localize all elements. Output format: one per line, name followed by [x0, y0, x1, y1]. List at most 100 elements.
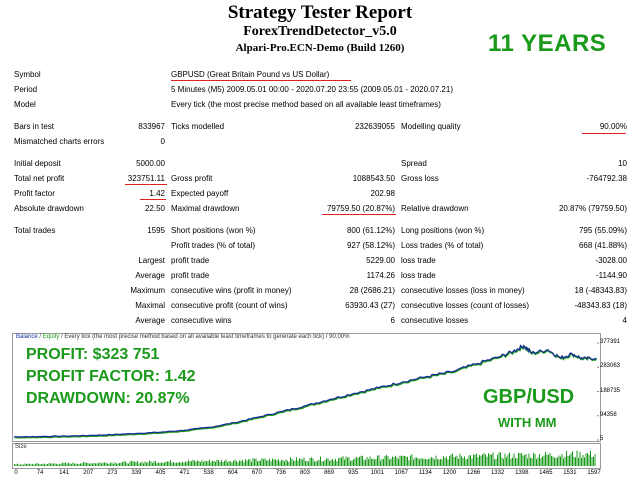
size-bar — [533, 452, 534, 466]
size-bar — [437, 459, 438, 466]
chart-header: Balance / Equity / Every tick (the most … — [16, 334, 350, 340]
size-bar — [33, 464, 35, 466]
size-bar — [218, 460, 219, 466]
size-bar — [386, 455, 387, 466]
size-bar — [86, 462, 87, 466]
size-bar — [503, 458, 504, 466]
size-bar — [210, 462, 212, 466]
size-bar — [200, 461, 201, 466]
average-profit-value: 1174.26 — [366, 271, 395, 280]
size-bar — [44, 463, 45, 466]
size-bar — [158, 462, 159, 466]
deposit-label: Initial deposit — [14, 159, 61, 168]
x-tick-label: 405 — [155, 470, 166, 476]
size-bar — [135, 462, 137, 466]
average-profit-label: profit trade — [171, 271, 210, 280]
size-bar — [318, 460, 320, 466]
size-label: Size — [15, 444, 27, 450]
size-bar — [111, 462, 113, 466]
size-bar — [161, 462, 162, 466]
size-bar — [186, 461, 188, 466]
size-bar — [384, 455, 386, 466]
size-bar — [399, 455, 401, 466]
size-bar — [15, 464, 17, 466]
size-bar — [512, 457, 513, 466]
size-bar — [83, 462, 84, 466]
size-bar — [113, 463, 114, 466]
size-bar — [17, 463, 18, 466]
size-bar — [488, 453, 489, 466]
size-bar — [515, 458, 516, 466]
size-bar — [593, 456, 594, 466]
size-bar — [117, 463, 119, 466]
quality-value: 90.00% — [599, 122, 627, 131]
size-bar — [101, 463, 102, 466]
size-bar — [462, 458, 464, 466]
size-bar — [60, 463, 62, 466]
relative-drawdown-label: Relative drawdown — [401, 204, 469, 213]
overlay-profit-value: $323 751 — [92, 346, 160, 363]
size-bar — [206, 461, 207, 466]
size-bar — [54, 463, 56, 466]
size-bar — [338, 458, 339, 466]
size-bar — [371, 458, 372, 466]
size-bar — [489, 454, 491, 466]
size-bar — [77, 463, 78, 466]
size-bar — [435, 455, 437, 466]
size-bar — [353, 459, 354, 466]
size-bar — [153, 461, 155, 466]
size-bar — [351, 460, 353, 466]
size-bar — [84, 462, 86, 466]
chart-header-equity: Equity — [42, 334, 60, 340]
size-bar — [107, 463, 108, 466]
size-bar — [131, 460, 132, 466]
size-bar — [327, 458, 329, 466]
size-bar — [69, 463, 71, 466]
size-bar — [279, 461, 281, 466]
size-bar — [269, 458, 270, 466]
net-profit-value: 323751.11 — [127, 174, 165, 183]
size-bar — [48, 463, 50, 466]
size-bar — [126, 463, 128, 466]
size-bar — [252, 458, 254, 466]
size-bar — [576, 450, 578, 466]
size-bar — [53, 463, 54, 466]
size-bar — [480, 455, 482, 466]
size-bar — [170, 460, 171, 466]
average-loss-label: loss trade — [401, 271, 436, 280]
size-bar — [192, 459, 194, 466]
relative-drawdown-value: 20.87% (79759.50) — [558, 204, 627, 213]
size-bar — [93, 462, 95, 466]
chart-header-description: / Every tick (the most precise method ba… — [59, 334, 350, 340]
net-profit-label: Total net profit — [14, 174, 65, 183]
size-bar — [254, 458, 255, 466]
size-bar — [285, 459, 287, 466]
size-bar — [81, 463, 83, 466]
size-bar — [96, 463, 98, 466]
size-bar — [146, 462, 147, 466]
size-bar — [281, 459, 282, 466]
size-bar — [282, 460, 284, 466]
overlay-dd-value: 20.87% — [135, 390, 190, 407]
size-bar — [546, 454, 548, 466]
expert-advisor-name: ForexTrendDetector_v5.0 — [243, 24, 397, 39]
size-bar — [125, 461, 126, 466]
maximal-drawdown-underline — [322, 214, 396, 215]
size-bar — [422, 458, 423, 466]
size-bar — [500, 452, 501, 466]
size-bar — [57, 464, 59, 466]
size-bar — [65, 462, 66, 466]
size-bar — [521, 453, 522, 466]
ticks-value: 232639055 — [354, 122, 395, 131]
long-positions-value: 795 (55.09%) — [578, 226, 627, 235]
size-bar — [474, 454, 476, 466]
size-bar — [267, 460, 269, 466]
short-positions-value: 800 (61.12%) — [346, 226, 395, 235]
x-tick-label: 1001 — [370, 470, 384, 476]
size-bar — [248, 459, 249, 466]
size-bar — [287, 460, 288, 466]
size-bar — [381, 458, 383, 466]
size-bar — [68, 462, 69, 466]
size-bar — [20, 464, 21, 466]
size-bar — [420, 458, 422, 466]
